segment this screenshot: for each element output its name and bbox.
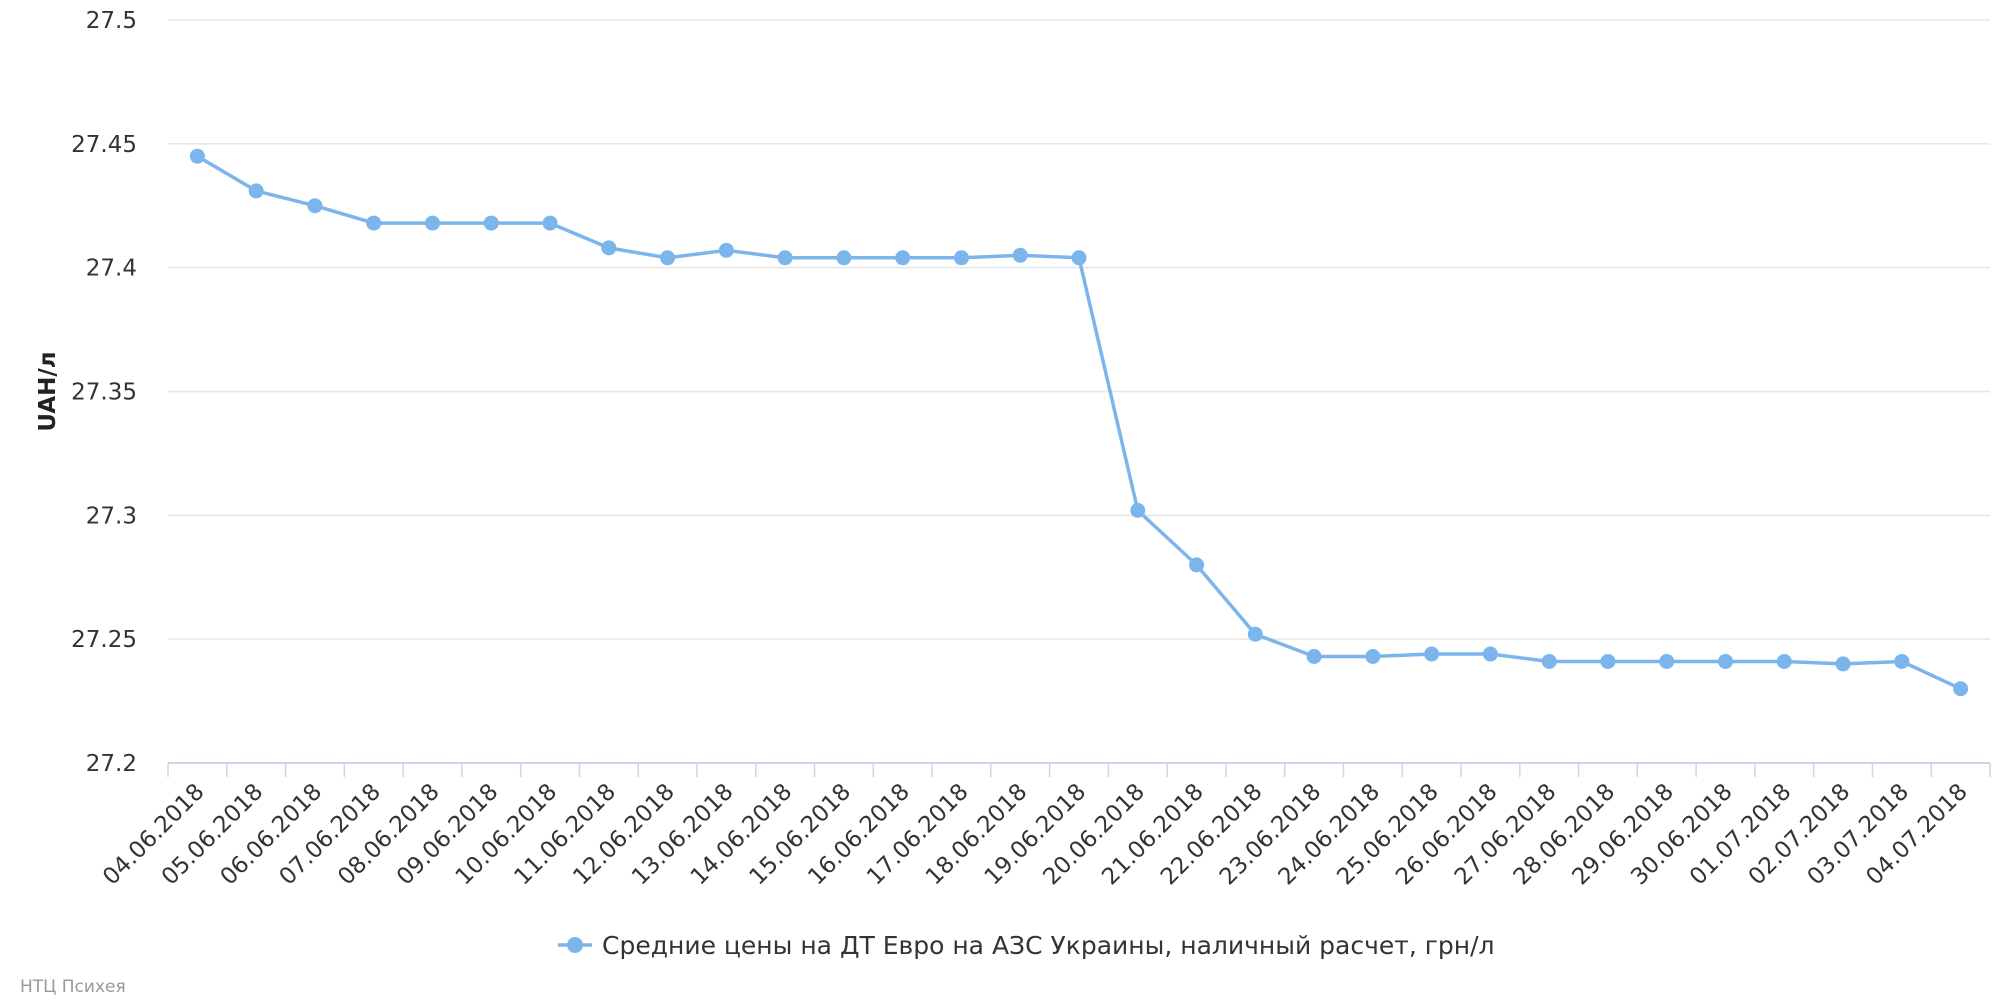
data-point[interactable] (1894, 653, 1910, 669)
data-point[interactable] (1130, 502, 1146, 518)
legend[interactable]: Средние цены на ДТ Евро на АЗС Украины, … (558, 931, 1494, 960)
data-point[interactable] (895, 250, 911, 266)
data-point[interactable] (1600, 653, 1616, 669)
data-point[interactable] (307, 198, 323, 214)
data-point[interactable] (1306, 649, 1322, 665)
y-tick-label: 27.25 (71, 627, 137, 653)
x-axis (167, 762, 1991, 777)
data-point[interactable] (248, 183, 264, 199)
data-point[interactable] (1776, 653, 1792, 669)
data-point[interactable] (1247, 626, 1263, 642)
y-tick-label: 27.45 (71, 132, 137, 158)
series-line (196, 154, 1962, 691)
data-point[interactable] (189, 148, 205, 164)
y-axis-title: UAH/л (35, 351, 61, 431)
data-point[interactable] (1012, 247, 1028, 263)
data-point[interactable] (660, 250, 676, 266)
grid-lines (168, 19, 1990, 640)
data-point[interactable] (718, 242, 734, 258)
data-point[interactable] (366, 215, 382, 231)
y-tick-label: 27.2 (86, 751, 137, 777)
data-point[interactable] (601, 240, 617, 256)
data-point[interactable] (777, 250, 793, 266)
data-point[interactable] (542, 215, 558, 231)
data-point[interactable] (1718, 653, 1734, 669)
data-point[interactable] (1541, 653, 1557, 669)
data-point[interactable] (953, 250, 969, 266)
data-point[interactable] (836, 250, 852, 266)
y-axis-tick-labels: 27.2 27.25 27.3 27.35 27.4 27.45 27.5 (71, 8, 137, 777)
data-point[interactable] (1424, 646, 1440, 662)
y-tick-label: 27.4 (86, 256, 137, 282)
y-tick-label: 27.35 (71, 380, 137, 406)
legend-item-label[interactable]: Средние цены на ДТ Евро на АЗС Украины, … (602, 931, 1494, 960)
data-point[interactable] (424, 215, 440, 231)
legend-marker-symbol (567, 937, 583, 953)
data-point[interactable] (1835, 656, 1851, 672)
data-point[interactable] (1482, 646, 1498, 662)
credits-label[interactable]: НТЦ Психея (20, 977, 126, 997)
data-point[interactable] (1365, 649, 1381, 665)
y-tick-label: 27.3 (86, 503, 137, 529)
data-point[interactable] (483, 215, 499, 231)
x-axis-tick-labels: 04.06.201805.06.201806.06.201807.06.2018… (98, 779, 1973, 891)
data-point[interactable] (1189, 557, 1205, 573)
data-point[interactable] (1659, 653, 1675, 669)
series-layer (189, 148, 1969, 697)
y-tick-label: 27.5 (86, 8, 137, 34)
data-point[interactable] (1953, 681, 1969, 697)
data-point[interactable] (1071, 250, 1087, 266)
